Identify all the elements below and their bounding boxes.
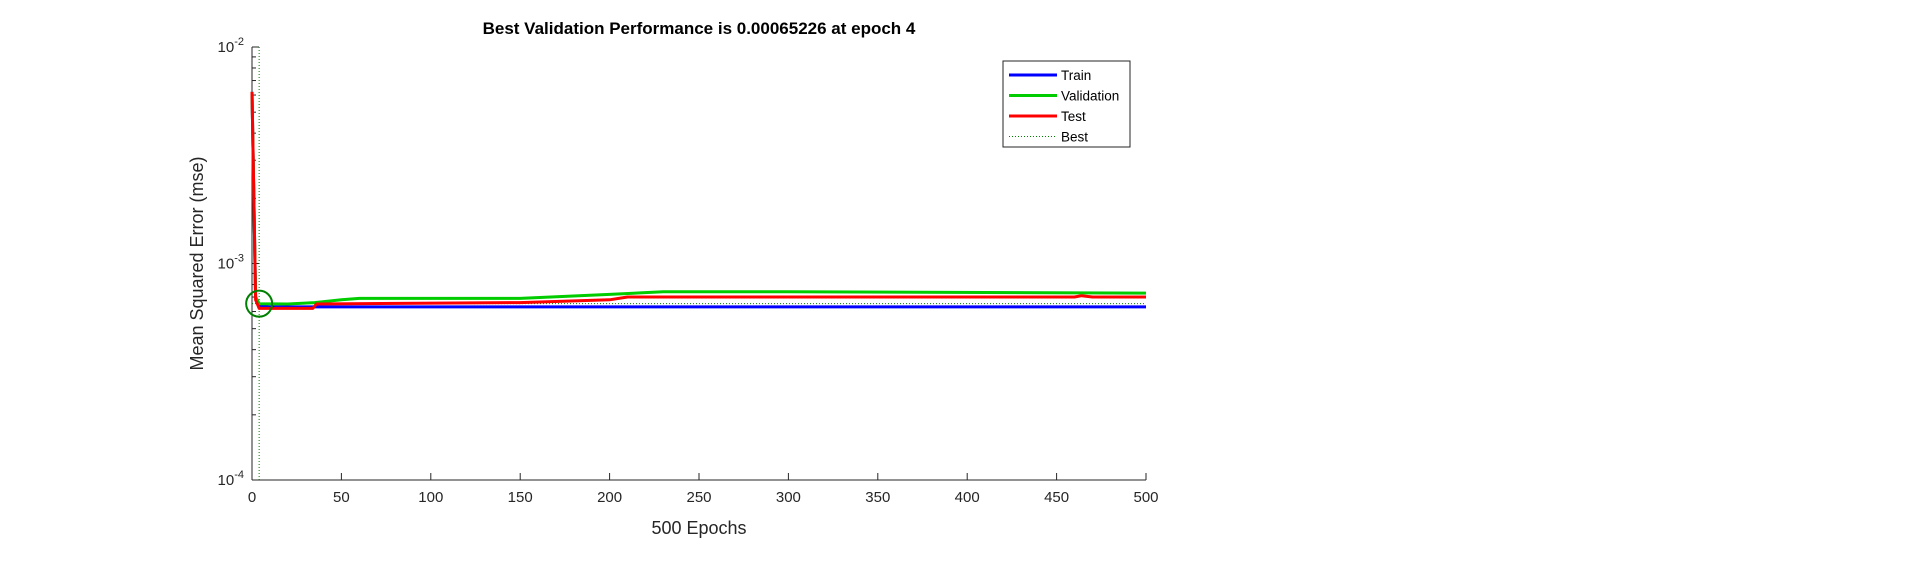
x-tick-label: 150 — [508, 489, 533, 506]
y-tick-label: 10-3 — [218, 253, 244, 273]
x-tick-label: 200 — [597, 489, 622, 506]
x-tick-label: 100 — [418, 489, 443, 506]
y-axis-label: Mean Squared Error (mse) — [187, 156, 207, 370]
legend-label-test: Test — [1061, 109, 1086, 124]
y-tick-label: 10-4 — [218, 469, 244, 489]
best-marker-circle — [245, 289, 274, 318]
x-tick-label: 300 — [776, 489, 801, 506]
x-tick-label: 250 — [686, 489, 711, 506]
x-tick-label: 0 — [248, 489, 256, 506]
x-tick-label: 400 — [955, 489, 980, 506]
series-line-validation — [250, 91, 1147, 306]
x-tick-label: 500 — [1133, 489, 1158, 506]
legend-label-best: Best — [1061, 130, 1088, 145]
legend-label-train: Train — [1061, 68, 1091, 83]
legend-label-validation: Validation — [1061, 89, 1119, 104]
y-tick-label: 10-2 — [218, 36, 244, 56]
series-line-test — [250, 91, 1146, 310]
x-tick-label: 350 — [865, 489, 890, 506]
x-tick-label: 50 — [333, 489, 350, 506]
x-tick-label: 450 — [1044, 489, 1069, 506]
chart-title: Best Validation Performance is 0.0006522… — [483, 19, 916, 38]
x-axis-label: 500 Epochs — [651, 518, 746, 538]
